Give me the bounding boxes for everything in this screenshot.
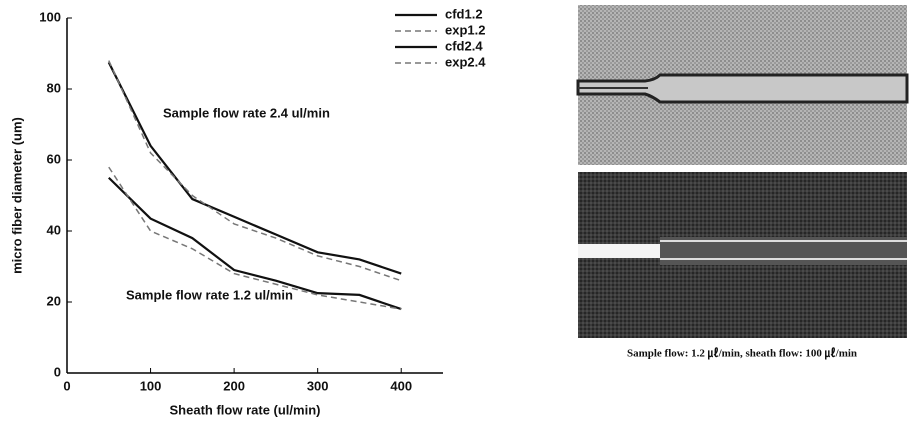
series-line bbox=[107, 61, 402, 275]
x-tick-label: 100 bbox=[140, 378, 162, 393]
x-tick-label: 400 bbox=[390, 378, 412, 393]
x-tick-label: 200 bbox=[223, 378, 245, 393]
legend-label: cfd2.4 bbox=[445, 38, 483, 53]
x-tick-label: 300 bbox=[307, 378, 329, 393]
y-tick-label: 20 bbox=[47, 293, 61, 308]
y-tick-label: 100 bbox=[39, 9, 61, 24]
x-tick-label: 0 bbox=[63, 378, 70, 393]
y-tick-label: 60 bbox=[47, 151, 61, 166]
legend-label: cfd1.2 bbox=[445, 6, 483, 21]
y-tick-label: 80 bbox=[47, 80, 61, 95]
annotation: Sample flow rate 1.2 ul/min bbox=[126, 287, 293, 302]
y-tick-label: 40 bbox=[47, 222, 61, 237]
caption: Sample flow: 1.2 ㎕/min, sheath flow: 100… bbox=[627, 347, 857, 360]
legend-label: exp1.2 bbox=[445, 22, 485, 37]
x-axis-label: Sheath flow rate (ul/min) bbox=[170, 402, 321, 417]
y-tick-label: 0 bbox=[54, 364, 61, 379]
series-line bbox=[108, 176, 402, 311]
annotation: Sample flow rate 2.4 ul/min bbox=[163, 105, 330, 120]
y-axis-label: micro fiber diameter (um) bbox=[9, 117, 24, 274]
image-bottom bbox=[578, 172, 907, 338]
series-line bbox=[108, 60, 402, 282]
series-line bbox=[108, 166, 402, 310]
image-top bbox=[576, 5, 909, 165]
legend-label: exp2.4 bbox=[445, 54, 486, 69]
